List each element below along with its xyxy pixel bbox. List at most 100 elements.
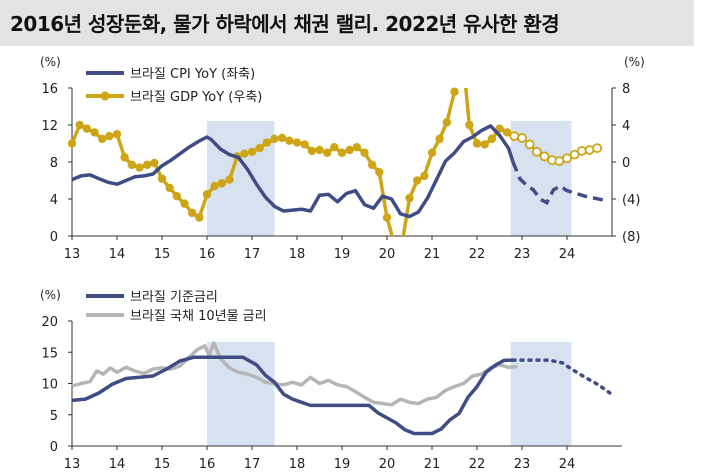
gdp-point: [210, 181, 219, 191]
series-line-policy-forecast: [511, 358, 612, 395]
x-tick-label: 13: [64, 247, 81, 262]
gdp-point: [472, 139, 482, 148]
gdp-point: [240, 149, 249, 158]
y-unit-left: (%): [40, 55, 61, 69]
series-line-bond: [71, 341, 518, 407]
x-tick-label: 14: [109, 247, 126, 262]
gdp-point: [487, 134, 497, 144]
gdp-point: [375, 167, 384, 177]
gdp-point: [405, 193, 414, 203]
gdp-point: [427, 148, 437, 157]
x-tick-label: 22: [469, 457, 486, 472]
y-tick-label-right: 8: [622, 82, 630, 97]
x-tick-label: 20: [379, 247, 396, 262]
gdp-point: [255, 143, 264, 153]
gdp-point: [307, 146, 317, 156]
gdp-point: [270, 134, 279, 144]
gdp-point: [187, 208, 197, 218]
gdp-point: [367, 160, 377, 169]
y-tick-label-right: (4): [622, 193, 640, 208]
y-tick-label-left: 12: [41, 119, 58, 134]
gdp-forecast-point: [531, 146, 542, 157]
gdp-point: [165, 183, 174, 193]
y-tick-label-left: 16: [41, 82, 58, 97]
gdp-point: [97, 134, 107, 144]
gdp-point: [435, 134, 444, 144]
legend-label-bond: 브라질 국채 10년물 금리: [130, 309, 267, 324]
x-tick-label: 21: [424, 457, 441, 472]
gdp-point: [127, 160, 137, 169]
y-unit-left: (%): [40, 288, 61, 302]
gdp-point: [112, 130, 122, 139]
shaded-period-1-0: [207, 121, 275, 236]
gdp-point: [82, 124, 92, 133]
y-tick-label-left: 5: [50, 409, 58, 424]
gdp-point: [135, 163, 144, 172]
gdp-point: [75, 120, 84, 130]
gdp-point: [120, 153, 129, 162]
gdp-point: [450, 87, 459, 96]
gdp-point: [180, 199, 189, 208]
x-tick-label: 23: [514, 457, 531, 472]
x-tick-label: 22: [469, 247, 486, 262]
gdp-forecast-point: [509, 131, 520, 142]
x-tick-label: 15: [154, 247, 171, 262]
series-line-cpi-forecast: [511, 161, 608, 206]
x-tick-label: 19: [334, 247, 351, 262]
gdp-point: [480, 140, 489, 149]
gdp-point: [217, 179, 227, 188]
x-tick-label: 24: [559, 457, 576, 472]
y-tick-label-left: 10: [41, 378, 58, 393]
x-tick-label: 24: [559, 247, 576, 262]
x-tick-label: 21: [424, 247, 441, 262]
gdp-point: [337, 148, 347, 157]
gdp-forecast-point: [517, 133, 527, 143]
y-tick-label-right: (8): [622, 230, 640, 245]
legend-label-policy: 브라질 기준금리: [130, 290, 218, 305]
y-tick-label-right: 4: [622, 119, 630, 134]
gdp-point: [502, 128, 512, 137]
gdp-point: [172, 192, 182, 201]
gdp-point: [420, 171, 429, 181]
gdp-point: [247, 147, 257, 157]
gdp-point: [262, 138, 272, 147]
gdp-point: [382, 213, 392, 222]
gdp-point: [142, 160, 152, 169]
title-bar: 2016년 성장둔화, 물가 하락에서 채권 랠리. 2022년 유사한 환경: [0, 0, 694, 46]
x-tick-label: 14: [109, 457, 126, 472]
gdp-forecast-point: [592, 143, 603, 154]
gdp-forecast-point: [562, 153, 572, 164]
x-tick-label: 16: [199, 247, 216, 262]
gdp-point: [345, 145, 354, 155]
legend-label-cpi: 브라질 CPI YoY (좌축): [130, 67, 255, 82]
gdp-point: [157, 174, 167, 183]
gdp-point: [465, 120, 474, 130]
gdp-point: [300, 140, 309, 149]
gdp-point: [195, 213, 204, 222]
y-tick-label-left: 15: [41, 346, 58, 361]
x-tick-label: 16: [199, 457, 216, 472]
gdp-point: [150, 158, 159, 168]
shaded-period-2-0: [207, 342, 275, 446]
y-tick-label-left: 0: [50, 230, 58, 245]
x-tick-label: 15: [154, 457, 171, 472]
x-tick-label: 17: [244, 247, 261, 262]
gdp-point: [225, 175, 234, 184]
gdp-point: [315, 145, 324, 155]
x-tick-label: 13: [64, 457, 81, 472]
gdp-point: [67, 139, 77, 148]
gdp-forecast-point: [584, 145, 595, 155]
y-tick-label-left: 20: [41, 315, 58, 330]
y-unit-right: (%): [624, 55, 645, 69]
x-tick-label: 17: [244, 457, 261, 472]
page-title: 2016년 성장둔화, 물가 하락에서 채권 랠리. 2022년 유사한 환경: [10, 12, 560, 36]
gdp-point: [105, 131, 114, 141]
series-line-cpi: [71, 124, 515, 219]
y-tick-label-right: 0: [622, 156, 630, 171]
gdp-forecast-point: [576, 145, 587, 156]
gdp-point: [90, 128, 99, 137]
gdp-point: [285, 136, 294, 145]
gdp-point: [322, 148, 332, 157]
x-tick-label: 19: [334, 457, 351, 472]
series-line-policy: [71, 355, 514, 436]
